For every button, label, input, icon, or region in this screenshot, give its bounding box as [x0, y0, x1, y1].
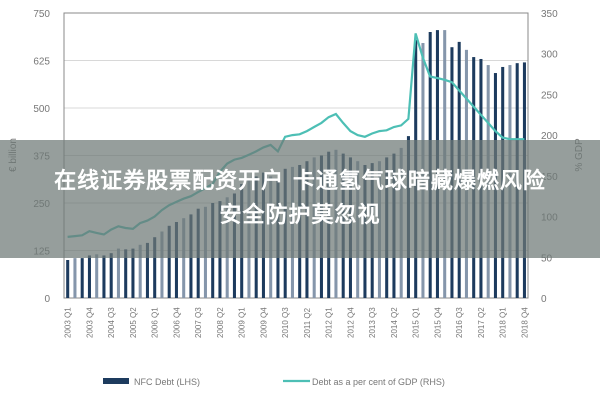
headline-line-2: 安全防护莫忽视 — [219, 203, 381, 228]
right-tick-label: 300 — [541, 50, 558, 61]
left-tick-label: 500 — [33, 104, 50, 115]
bar-2003-q1 — [66, 260, 70, 298]
x-tick-label: 2018 Q1 — [499, 307, 508, 338]
right-tick-label: 50 — [541, 253, 553, 264]
x-tick-label: 2017 Q2 — [477, 307, 486, 338]
x-tick-label: 2003 Q1 — [64, 307, 73, 338]
bar-2006-q2 — [160, 231, 164, 298]
x-tick-label: 2006 Q1 — [151, 307, 160, 338]
bar-2004-q2 — [102, 255, 106, 298]
left-tick-label: 0 — [44, 294, 50, 305]
x-tick-label: 2012 Q1 — [325, 307, 334, 338]
right-tick-label: 350 — [541, 9, 558, 20]
bar-2006-q3 — [167, 225, 171, 298]
bar-2005-q3 — [138, 244, 142, 298]
legend-swatch-bars — [103, 378, 129, 384]
headline-banner: 在线证券股票配资开户 卡通氢气球暗藏爆燃风险 安全防护莫忽视 — [0, 140, 600, 258]
x-tick-label: 2009 Q4 — [259, 307, 268, 338]
x-tick-label: 2008 Q2 — [216, 307, 225, 338]
legend-label-line: Debt as a per cent of GDP (RHS) — [312, 377, 445, 387]
bar-2004-q1 — [95, 254, 99, 298]
x-tick-label: 2003 Q4 — [85, 307, 94, 338]
x-tick-label: 2012 Q4 — [346, 307, 355, 338]
bar-2005-q2 — [131, 248, 135, 298]
bar-2006-q4 — [174, 222, 178, 298]
x-tick-label: 2013 Q3 — [368, 307, 377, 338]
legend-label-bars: NFC Debt (LHS) — [134, 377, 200, 387]
right-tick-label: 250 — [541, 90, 558, 101]
bar-2003-q3 — [80, 258, 84, 298]
x-tick-label: 2015 Q4 — [433, 307, 442, 338]
bar-2005-q4 — [145, 242, 149, 298]
bar-2007-q1 — [182, 218, 186, 298]
x-tick-label: 2011 Q2 — [303, 307, 312, 338]
bar-2003-q4 — [87, 255, 91, 298]
bar-2004-q4 — [116, 248, 120, 298]
left-tick-label: 750 — [33, 9, 50, 20]
x-tick-label: 2004 Q3 — [107, 307, 116, 338]
x-tick-label: 2005 Q2 — [129, 307, 138, 338]
x-tick-label: 2010 Q3 — [281, 307, 290, 338]
x-tick-label: 2009 Q1 — [238, 307, 247, 338]
x-tick-label: 2015 Q1 — [412, 307, 421, 338]
right-tick-label: 200 — [541, 131, 558, 142]
x-tick-label: 2016 Q3 — [455, 307, 464, 338]
x-tick-label: 2018 Q4 — [520, 307, 529, 338]
right-tick-label: 0 — [541, 294, 547, 305]
bar-2005-q1 — [124, 249, 128, 298]
bar-2003-q2 — [73, 258, 77, 298]
bar-2006-q1 — [153, 237, 157, 298]
x-tick-label: 2006 Q4 — [172, 307, 181, 338]
x-tick-label: 2014 Q2 — [390, 307, 399, 338]
bar-2004-q3 — [109, 253, 113, 298]
headline-line-1: 在线证券股票配资开户 卡通氢气球暗藏爆燃风险 — [54, 169, 546, 194]
left-tick-label: 625 — [33, 57, 50, 68]
x-tick-label: 2007 Q3 — [194, 307, 203, 338]
